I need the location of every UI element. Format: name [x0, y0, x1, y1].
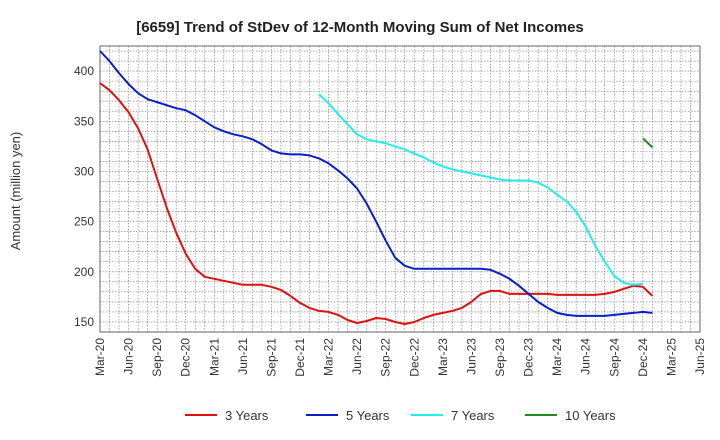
x-tick-label: Mar-23: [436, 338, 450, 376]
x-tick-label: Dec-20: [179, 338, 193, 377]
x-tick-label: Sep-24: [607, 338, 621, 377]
x-tick-label: Dec-22: [407, 338, 421, 377]
series-line-3-years: [99, 82, 654, 325]
y-axis-label: Amount (million yen): [8, 132, 23, 251]
y-tick-label: 200: [74, 265, 94, 279]
y-tick-label: 300: [74, 164, 94, 178]
series-line-10-years: [642, 137, 654, 149]
y-tick-label: 150: [74, 315, 94, 329]
legend-label: 5 Years: [346, 408, 390, 423]
legend-label: 3 Years: [225, 408, 269, 423]
x-tick-label: Sep-23: [493, 338, 507, 377]
x-tick-label: Mar-20: [93, 338, 107, 376]
y-tick-label: 400: [74, 64, 94, 78]
x-tick-label: Jun-23: [464, 338, 478, 375]
grid-lines: [99, 46, 701, 332]
y-tick-label: 350: [74, 114, 94, 128]
legend: 3 Years 5 Years 7 Years 10 Years: [185, 408, 616, 423]
x-tick-label: Sep-22: [379, 338, 393, 377]
series-line-7-years: [318, 93, 644, 286]
x-tick-label: Mar-24: [550, 338, 564, 376]
x-tick-label: Jun-24: [579, 338, 593, 375]
legend-label: 10 Years: [565, 408, 616, 423]
x-tick-label: Dec-24: [636, 338, 650, 377]
x-tick-label: Jun-21: [236, 338, 250, 375]
x-tick-label: Sep-21: [264, 338, 278, 377]
y-axis-ticks: 150 200 250 300 350 400: [74, 64, 94, 329]
legend-label: 7 Years: [451, 408, 495, 423]
plot-area: [99, 45, 701, 333]
x-tick-label: Jun-20: [122, 338, 136, 375]
y-tick-label: 250: [74, 215, 94, 229]
x-tick-label: Jun-25: [693, 338, 707, 375]
x-tick-label: Jun-22: [350, 338, 364, 375]
x-tick-label: Mar-21: [207, 338, 221, 376]
x-tick-label: Mar-25: [664, 338, 678, 376]
series-line-5-years: [99, 50, 653, 317]
x-tick-label: Sep-20: [150, 338, 164, 377]
chart-title: [6659] Trend of StDev of 12-Month Moving…: [136, 19, 584, 36]
x-axis-ticks: Mar-20 Jun-20 Sep-20 Dec-20 Mar-21 Jun-21 Sep-…: [93, 338, 707, 377]
x-tick-label: Dec-21: [293, 338, 307, 377]
series-lines: [99, 50, 654, 325]
x-tick-label: Mar-22: [322, 338, 336, 376]
x-tick-label: Dec-23: [522, 338, 536, 377]
